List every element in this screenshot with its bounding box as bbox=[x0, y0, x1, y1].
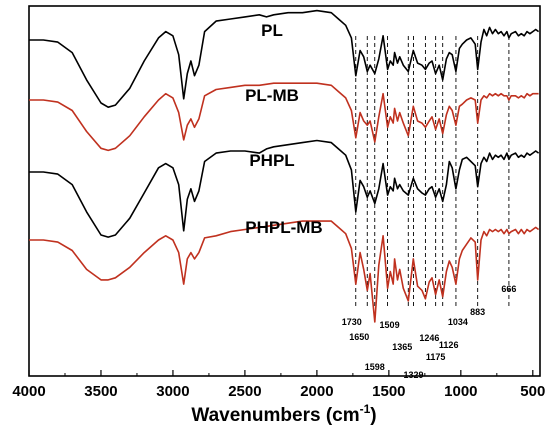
reference-lines bbox=[355, 36, 510, 308]
peak-label-1598: 1598 bbox=[365, 362, 385, 372]
x-tick-label-500: 500 bbox=[520, 383, 545, 400]
x-tick-label-1000: 1000 bbox=[444, 383, 477, 400]
x-tick-label-2000: 2000 bbox=[300, 383, 333, 400]
series-label-pl-mb: PL-MB bbox=[245, 86, 299, 105]
series-line-pl-mb bbox=[29, 82, 539, 152]
x-tick-label-1500: 1500 bbox=[372, 383, 405, 400]
peak-annotations: 1730 1650 1509 1598 1365 1329 1246 1175 1126 1034… bbox=[342, 284, 517, 380]
series-label-pl: PL bbox=[261, 21, 283, 40]
x-axis-ticks: 4000 3500 3000 2500 2000 1500 1000 500 bbox=[12, 370, 545, 400]
peak-label-1650: 1650 bbox=[349, 332, 369, 342]
plot-frame bbox=[28, 5, 541, 377]
series-label-phpl-mb: PHPL-MB bbox=[245, 218, 322, 237]
peak-label-666: 666 bbox=[501, 284, 516, 294]
spectra-series bbox=[29, 9, 540, 323]
x-tick-label-2500: 2500 bbox=[228, 383, 261, 400]
x-tick-label-3000: 3000 bbox=[156, 383, 189, 400]
peak-label-1730: 1730 bbox=[342, 317, 362, 327]
series-line-phpl bbox=[29, 139, 540, 238]
x-tick-label-3500: 3500 bbox=[84, 383, 117, 400]
series-label-phpl: PHPL bbox=[249, 151, 294, 170]
x-axis-title: Wavenumbers (cm-1) bbox=[191, 402, 376, 426]
peak-label-1175: 1175 bbox=[426, 352, 446, 362]
peak-label-1509: 1509 bbox=[380, 320, 400, 330]
series-line-phpl-mb bbox=[29, 220, 540, 323]
series-labels: PL PL-MB PHPL PHPL-MB bbox=[245, 21, 323, 237]
peak-label-883: 883 bbox=[470, 307, 485, 317]
peak-label-1365: 1365 bbox=[392, 342, 412, 352]
peak-label-1329: 1329 bbox=[403, 370, 423, 380]
peak-label-1246: 1246 bbox=[419, 333, 439, 343]
series-line-pl bbox=[29, 9, 540, 108]
peak-label-1126: 1126 bbox=[439, 340, 459, 350]
x-tick-label-4000: 4000 bbox=[12, 383, 45, 400]
peak-label-1034: 1034 bbox=[448, 317, 468, 327]
